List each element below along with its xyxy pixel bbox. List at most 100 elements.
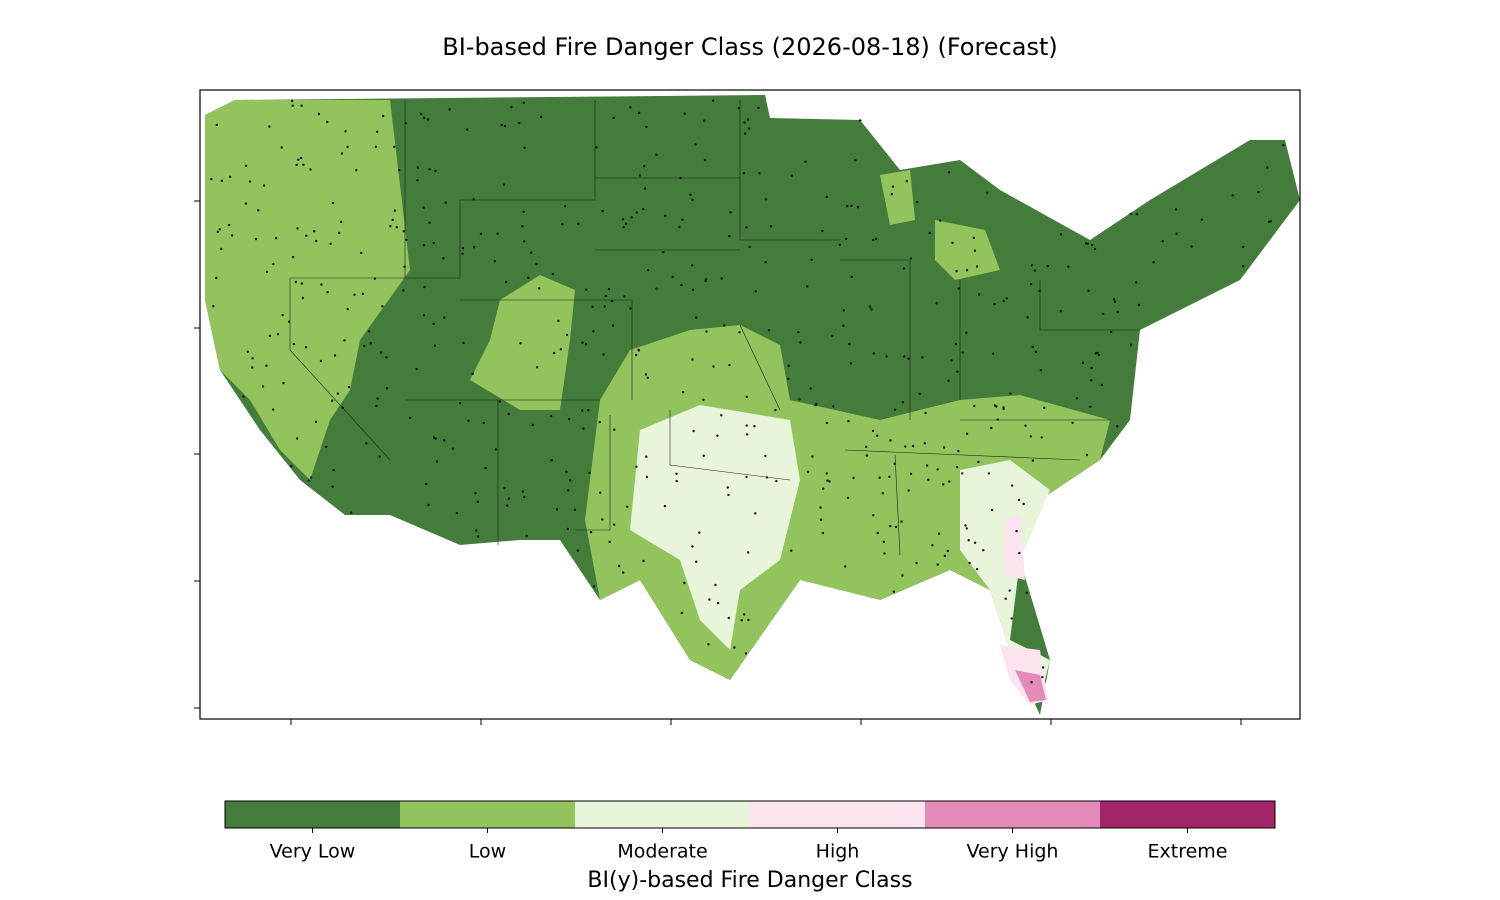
station-dot [956,370,959,373]
station-dot [581,341,584,344]
station-dot [915,561,918,565]
station-dot [557,319,560,322]
station-dot [764,198,768,201]
station-dot [847,420,850,423]
station-dot [332,468,335,472]
station-dot [911,444,915,448]
station-dot [744,132,747,135]
station-dot [290,465,293,468]
station-dot [745,226,748,229]
station-dot [244,202,248,205]
station-dot [1112,298,1116,301]
station-dot [695,560,698,563]
region-moderate [960,460,1050,700]
station-dot [272,408,275,411]
station-dot [695,316,698,319]
station-dots [210,99,1285,684]
region-very-high [1015,670,1046,702]
station-dot [230,234,234,237]
station-dot [904,445,907,448]
station-dot [900,520,903,523]
station-dot [872,352,875,355]
colorbar-segment [1100,801,1275,828]
station-dot [442,257,445,260]
station-dot [444,201,447,204]
station-dot [576,549,579,552]
station-dot [1031,345,1035,348]
station-dot [849,362,853,365]
station-dot [828,480,831,483]
colorbar-segment [750,801,925,828]
station-dot [872,514,875,517]
station-dot [1109,330,1113,334]
station-dot [404,122,407,125]
station-dot [385,356,388,359]
station-dot [937,532,941,535]
station-dot [1269,220,1273,223]
station-dot [747,618,750,622]
station-dot [428,168,431,171]
station-dot [931,544,934,547]
station-dot [272,262,275,266]
station-dot [1010,484,1014,487]
station-dot [747,551,750,554]
station-dot [1002,299,1005,303]
station-dot [607,288,611,291]
station-dot [872,238,875,242]
station-dot [315,239,318,243]
station-dot [957,287,960,290]
station-dot [947,379,950,382]
station-dot [1116,425,1119,428]
station-dot [610,300,614,303]
station-dot [567,489,570,492]
station-dot [973,249,977,252]
station-dot [691,545,694,548]
station-dot [726,486,729,489]
colorbar: Very Low Low Moderate High Very High Extreme [224,800,1276,863]
station-dot [420,112,423,116]
station-dot [990,508,994,512]
station-dot [694,143,697,146]
region-low [470,275,575,410]
station-dot [646,269,650,272]
station-dot [566,527,569,531]
station-dot [681,391,685,394]
station-dot [471,372,474,375]
station-dot [333,354,337,357]
station-dot [435,460,439,463]
station-dot [961,472,964,475]
station-dot [274,236,278,240]
station-dot [331,399,334,402]
station-dot [767,329,771,332]
station-dot [300,282,304,285]
station-dot [691,198,694,201]
station-dot [282,381,285,385]
station-dot [924,411,927,415]
station-dot [281,313,284,317]
station-dot [451,447,455,450]
station-dot [302,163,305,166]
station-dot [592,330,595,333]
station-dot [637,111,641,115]
station-dot [1025,591,1029,594]
station-dot [360,251,363,255]
station-dot [745,475,748,479]
station-dot [806,470,810,473]
station-dot [591,305,594,308]
station-dot [822,487,825,490]
colorbar-class-label: Extreme [1148,841,1228,863]
station-dot [889,524,892,528]
station-dot [1030,264,1034,267]
station-dot [385,387,389,390]
station-dot [740,619,743,622]
station-dot [598,420,601,424]
station-dot [309,168,312,171]
station-dot [935,302,938,305]
station-dot [443,439,446,442]
station-dot [393,145,396,148]
station-dot [870,308,873,311]
station-dot [1071,421,1074,424]
station-dot [519,342,522,345]
station-dot [1029,435,1033,438]
station-dot [276,333,280,336]
